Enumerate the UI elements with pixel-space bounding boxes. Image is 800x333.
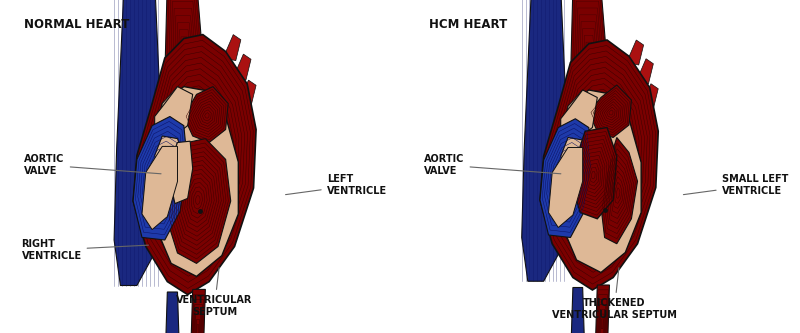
Text: SMALL LEFT
VENTRICLE: SMALL LEFT VENTRICLE [683, 174, 788, 196]
Polygon shape [234, 54, 251, 80]
Polygon shape [154, 136, 184, 175]
Polygon shape [561, 90, 595, 163]
Polygon shape [223, 35, 241, 61]
Text: LEFT
VENTRICLE: LEFT VENTRICLE [286, 174, 387, 196]
Text: THICKENED
VENTRICULAR SEPTUM: THICKENED VENTRICULAR SEPTUM [552, 268, 677, 320]
Polygon shape [238, 80, 256, 106]
Polygon shape [573, 128, 617, 219]
Polygon shape [154, 87, 193, 139]
Polygon shape [114, 0, 162, 285]
Polygon shape [570, 287, 585, 333]
Polygon shape [142, 147, 178, 229]
Polygon shape [133, 35, 256, 295]
Polygon shape [154, 87, 190, 162]
Polygon shape [133, 117, 188, 240]
Text: AORTIC
VALVE: AORTIC VALVE [424, 154, 561, 176]
Polygon shape [184, 87, 228, 143]
Polygon shape [561, 90, 641, 272]
Polygon shape [561, 90, 598, 140]
Text: VENTRICULAR
SEPTUM: VENTRICULAR SEPTUM [176, 268, 253, 317]
Polygon shape [549, 148, 582, 227]
Polygon shape [165, 292, 180, 333]
Polygon shape [522, 0, 568, 281]
Text: AORTIC
VALVE: AORTIC VALVE [24, 154, 161, 176]
Polygon shape [636, 59, 654, 84]
Text: HCM HEART: HCM HEART [429, 18, 507, 31]
Text: NORMAL HEART: NORMAL HEART [24, 18, 130, 31]
Polygon shape [595, 285, 610, 333]
Polygon shape [589, 85, 631, 138]
Polygon shape [165, 0, 203, 108]
Polygon shape [190, 289, 206, 333]
Polygon shape [570, 0, 607, 110]
Polygon shape [626, 40, 644, 65]
Polygon shape [154, 87, 238, 276]
Polygon shape [540, 119, 593, 237]
Polygon shape [561, 138, 589, 175]
Text: RIGHT
VENTRICLE: RIGHT VENTRICLE [22, 239, 148, 261]
Polygon shape [601, 138, 638, 244]
Polygon shape [167, 139, 230, 263]
Polygon shape [540, 40, 658, 290]
Polygon shape [641, 84, 658, 109]
Polygon shape [167, 141, 193, 203]
